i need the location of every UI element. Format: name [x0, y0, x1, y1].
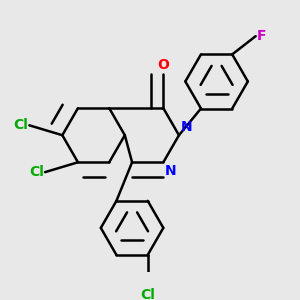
Text: O: O [158, 58, 169, 72]
Text: N: N [165, 164, 176, 178]
Text: Cl: Cl [29, 165, 44, 179]
Text: F: F [257, 29, 266, 43]
Text: Cl: Cl [140, 288, 155, 300]
Text: Cl: Cl [13, 118, 28, 132]
Text: N: N [180, 120, 192, 134]
